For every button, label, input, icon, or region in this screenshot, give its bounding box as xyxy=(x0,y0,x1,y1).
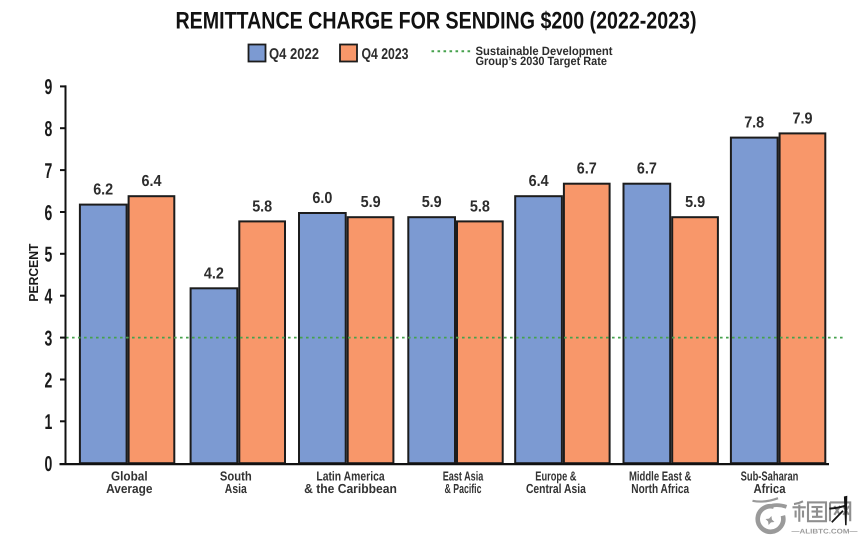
svg-text:North Africa: North Africa xyxy=(631,481,689,496)
svg-text:6.7: 6.7 xyxy=(577,161,597,178)
svg-text:7: 7 xyxy=(45,159,53,183)
svg-text:5.9: 5.9 xyxy=(685,194,705,211)
svg-text:Q4 2022: Q4 2022 xyxy=(269,46,319,63)
svg-text:5.9: 5.9 xyxy=(422,194,442,211)
svg-text:4.2: 4.2 xyxy=(204,265,224,282)
svg-text:7.8: 7.8 xyxy=(744,115,764,132)
svg-text:Q4 2023: Q4 2023 xyxy=(362,46,409,63)
svg-text:6.7: 6.7 xyxy=(637,161,657,178)
svg-text:Sustainable Development: Sustainable Development xyxy=(476,44,613,58)
svg-text:Middle East &: Middle East & xyxy=(629,469,692,484)
svg-text:5: 5 xyxy=(45,243,53,267)
svg-text:Central Asia: Central Asia xyxy=(526,481,587,496)
svg-text:7.9: 7.9 xyxy=(793,110,813,127)
svg-text:3: 3 xyxy=(45,326,53,350)
svg-text:Average: Average xyxy=(106,481,152,496)
svg-text:6.2: 6.2 xyxy=(93,182,113,199)
svg-text:2: 2 xyxy=(45,368,53,392)
svg-text:Africa: Africa xyxy=(753,481,786,496)
svg-text:Global: Global xyxy=(111,469,148,484)
svg-text:& Pacific: & Pacific xyxy=(445,481,482,496)
svg-text:5.8: 5.8 xyxy=(470,198,490,215)
svg-text:9: 9 xyxy=(45,75,53,99)
svg-text:Asia: Asia xyxy=(225,481,248,496)
svg-text:8: 8 xyxy=(45,117,53,141)
svg-text:6.0: 6.0 xyxy=(312,190,332,207)
svg-text:South: South xyxy=(220,469,252,484)
svg-text:4: 4 xyxy=(45,285,53,309)
svg-text:0: 0 xyxy=(45,452,53,476)
svg-text:—ALIBTC.COM—: —ALIBTC.COM— xyxy=(792,529,858,536)
svg-text:REMITTANCE CHARGE FOR SENDING: REMITTANCE CHARGE FOR SENDING $200 (2022… xyxy=(176,8,697,35)
svg-text:& the Caribbean: & the Caribbean xyxy=(304,481,397,496)
svg-text:5.9: 5.9 xyxy=(361,194,381,211)
svg-text:6.4: 6.4 xyxy=(142,173,162,190)
svg-text:1: 1 xyxy=(45,410,53,434)
svg-text:Sub-Saharan: Sub-Saharan xyxy=(741,469,799,484)
svg-text:Europe &: Europe & xyxy=(535,469,576,484)
svg-text:6.4: 6.4 xyxy=(529,173,549,190)
svg-text:Group’s 2030 Target Rate: Group’s 2030 Target Rate xyxy=(476,54,608,68)
svg-text:6: 6 xyxy=(45,201,53,225)
svg-text:PERCENT: PERCENT xyxy=(26,244,41,302)
svg-text:5.8: 5.8 xyxy=(252,198,272,215)
svg-text:Latin America: Latin America xyxy=(316,469,385,484)
svg-text:East Asia: East Asia xyxy=(443,469,484,484)
